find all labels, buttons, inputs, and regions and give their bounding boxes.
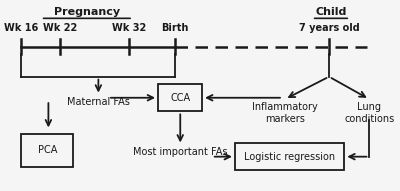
Text: Inflammatory
markers: Inflammatory markers bbox=[252, 102, 318, 124]
Text: CCA: CCA bbox=[170, 93, 190, 103]
Text: Wk 32: Wk 32 bbox=[112, 23, 146, 33]
Text: Most important FAs: Most important FAs bbox=[133, 147, 228, 157]
Text: Child: Child bbox=[315, 7, 347, 17]
Text: 7 years old: 7 years old bbox=[299, 23, 360, 33]
Text: PCA: PCA bbox=[38, 146, 57, 155]
Text: Pregnancy: Pregnancy bbox=[54, 7, 120, 17]
Text: Birth: Birth bbox=[162, 23, 189, 33]
Text: Logistic regression: Logistic regression bbox=[244, 152, 335, 162]
Text: Maternal FAs: Maternal FAs bbox=[67, 97, 130, 107]
Text: Wk 16: Wk 16 bbox=[4, 23, 39, 33]
Text: Lung
conditions: Lung conditions bbox=[344, 102, 394, 124]
Text: Wk 22: Wk 22 bbox=[43, 23, 77, 33]
